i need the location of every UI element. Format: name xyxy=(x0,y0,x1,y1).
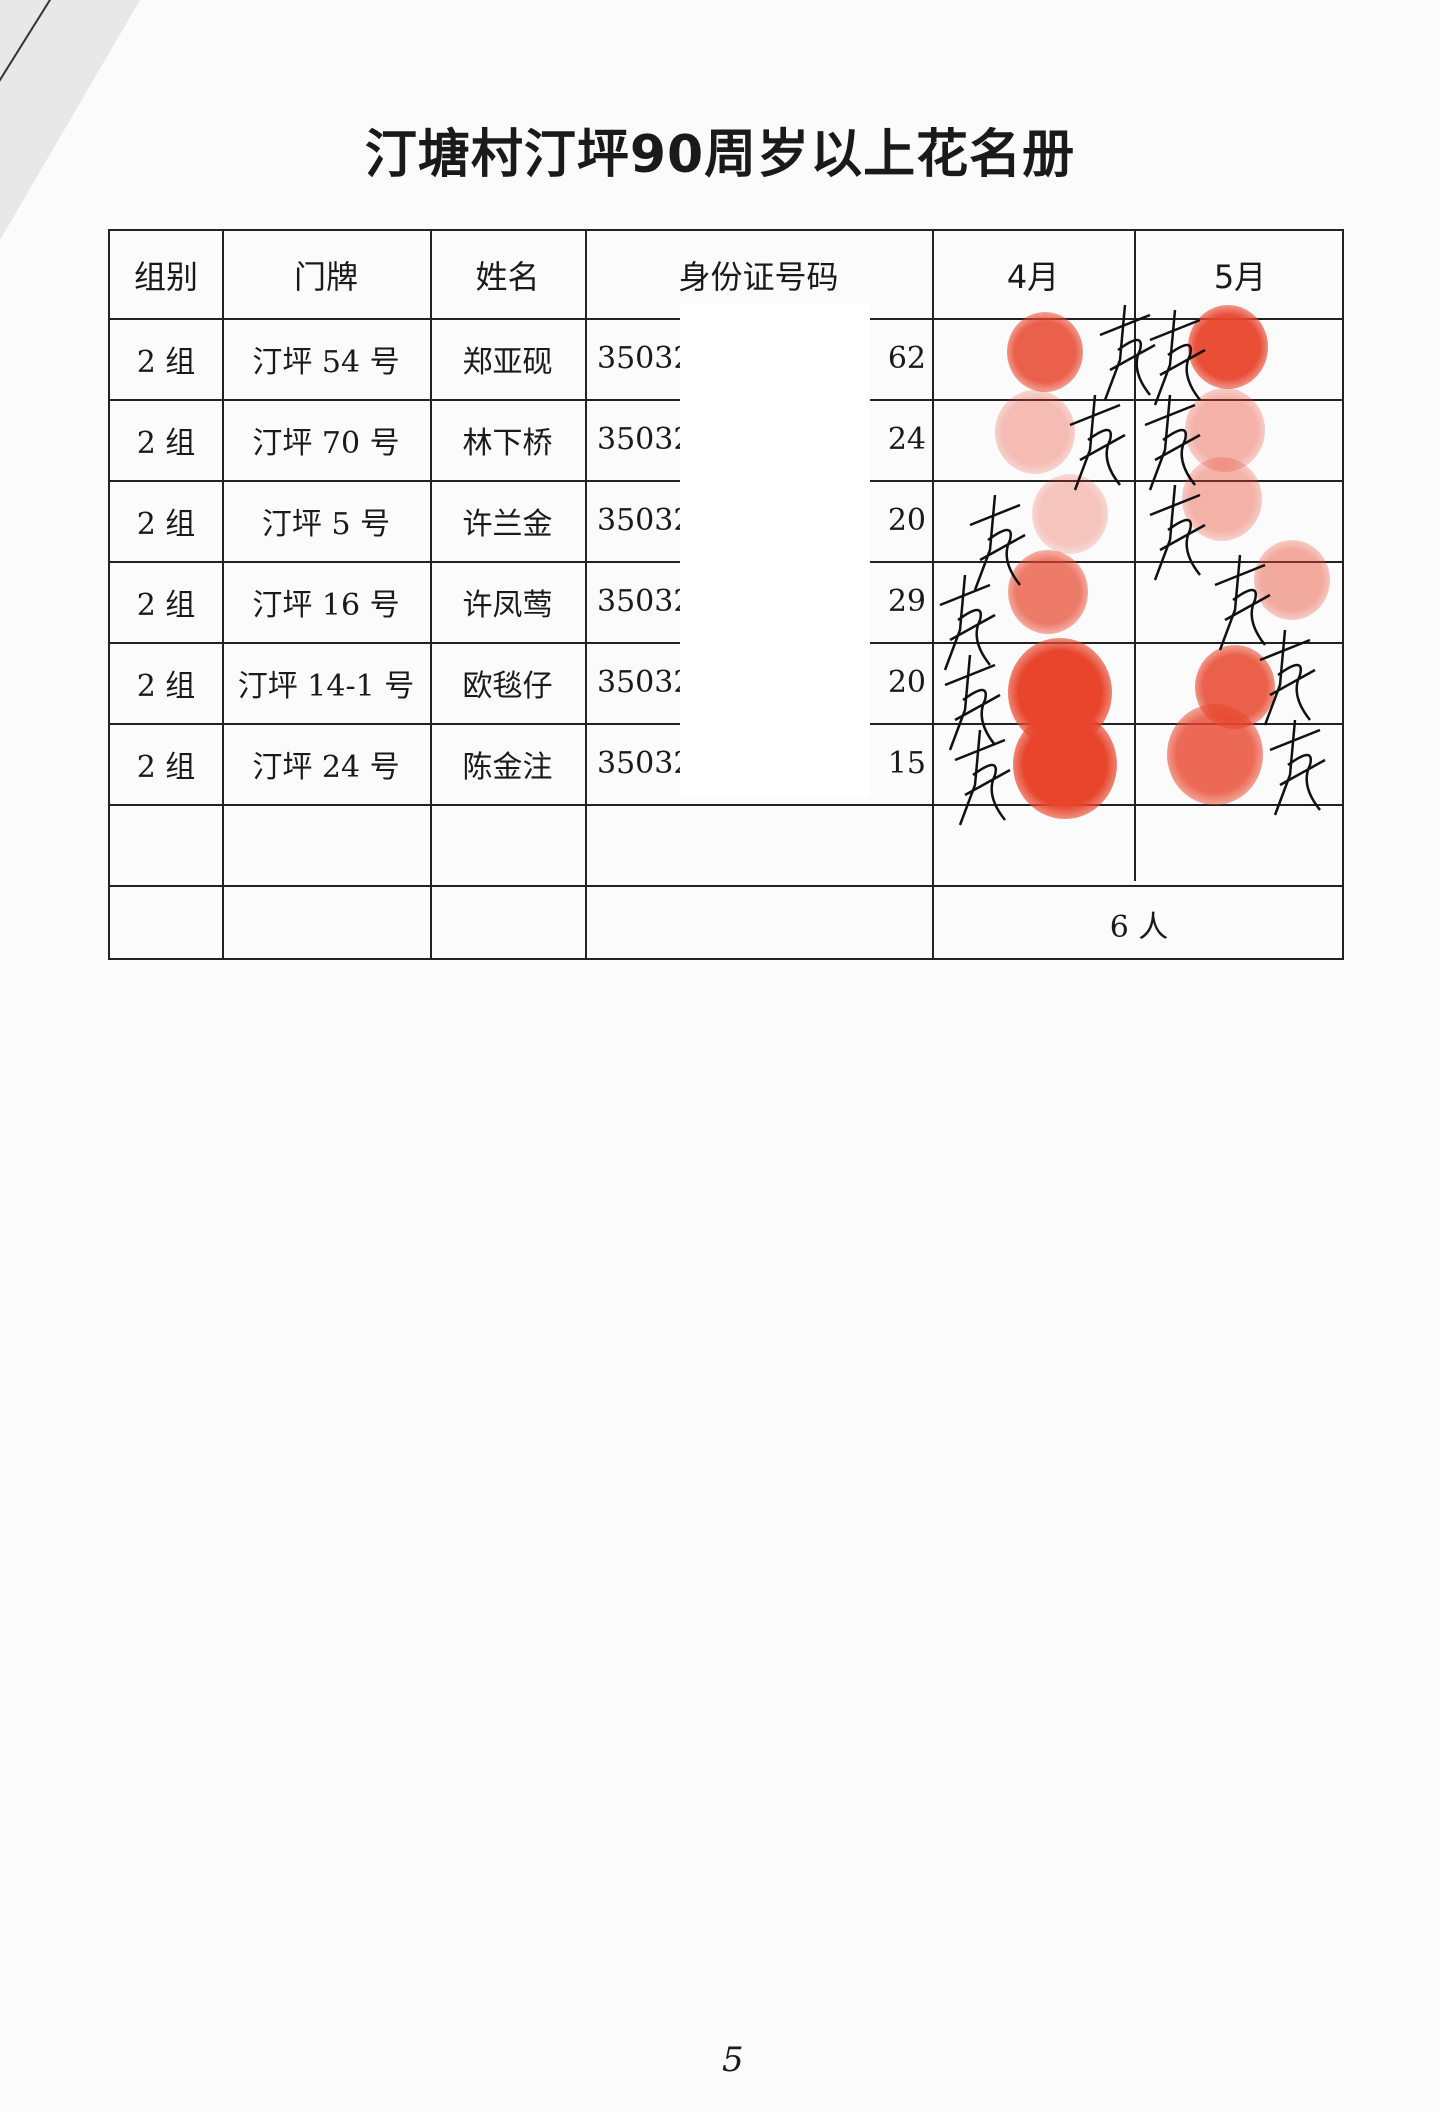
signature-mark xyxy=(1214,554,1271,651)
column-header: 4月 xyxy=(1006,257,1060,296)
cell-id-end: 20 xyxy=(887,665,926,700)
cell-group: 2 组 xyxy=(136,587,196,623)
fingerprint xyxy=(1182,457,1262,541)
signature-mark xyxy=(1269,719,1326,816)
signature-mark xyxy=(1149,484,1206,581)
redacted-id-area xyxy=(680,303,870,797)
column-header: 门牌 xyxy=(293,257,358,296)
column-header: 组别 xyxy=(133,257,198,296)
column-header: 姓名 xyxy=(475,257,540,296)
signature-mark xyxy=(939,574,996,671)
page-number: 5 xyxy=(722,2040,744,2080)
cell-id-start: 35032 xyxy=(597,746,693,781)
cell-address: 汀坪 14-1 号 xyxy=(237,668,415,704)
column-divider xyxy=(430,231,432,958)
cell-id-end: 24 xyxy=(887,422,926,457)
column-header: 身份证号码 xyxy=(678,257,839,296)
cell-group: 2 组 xyxy=(136,344,196,380)
cell-address: 汀坪 24 号 xyxy=(252,749,400,785)
cell-group: 2 组 xyxy=(136,506,196,542)
fingerprint xyxy=(1188,305,1268,389)
row-divider xyxy=(110,885,1342,887)
fingerprint xyxy=(1008,550,1088,634)
total-count: 6 人 xyxy=(1109,909,1169,945)
column-header: 5月 xyxy=(1213,257,1267,296)
fingerprint xyxy=(1254,540,1330,620)
cell-id-start: 35032 xyxy=(597,341,693,376)
signature-mark xyxy=(1144,394,1201,491)
column-divider xyxy=(585,231,587,958)
fingerprint xyxy=(995,390,1075,474)
roster-table: 组别 门牌 姓名 身份证号码 4月 5月 2 组汀坪 54 号郑亚砚 35032 62 2 组汀坪… xyxy=(108,229,1344,960)
signature-mark xyxy=(944,654,1001,751)
cell-group: 2 组 xyxy=(136,668,196,704)
cell-id-start: 35032 xyxy=(597,422,693,457)
cell-address: 汀坪 54 号 xyxy=(252,344,400,380)
cell-id-end: 29 xyxy=(887,584,926,619)
cell-name: 许凤莺 xyxy=(462,587,553,623)
cell-id-end: 15 xyxy=(887,746,926,781)
cell-id-start: 35032 xyxy=(597,503,693,538)
fingerprint xyxy=(1032,474,1108,554)
signature-mark xyxy=(954,729,1011,826)
cell-name: 陈金注 xyxy=(462,749,553,785)
cell-name: 林下桥 xyxy=(462,425,553,461)
signature-mark xyxy=(1259,629,1316,726)
cell-group: 2 组 xyxy=(136,749,196,785)
signature-mark xyxy=(1069,394,1126,491)
cell-id-end: 20 xyxy=(887,503,926,538)
cell-id-end: 62 xyxy=(887,341,926,376)
cell-name: 欧毯仔 xyxy=(462,668,553,704)
fingerprint xyxy=(1013,710,1117,820)
column-divider xyxy=(1134,231,1136,881)
fingerprint xyxy=(1185,388,1265,472)
signature-mark xyxy=(1099,304,1156,401)
document-title: 汀塘村汀坪90周岁以上花名册 xyxy=(364,125,1076,185)
cell-address: 汀坪 70 号 xyxy=(252,425,400,461)
cell-name: 许兰金 xyxy=(462,506,553,542)
column-divider xyxy=(222,231,224,958)
cell-address: 汀坪 16 号 xyxy=(252,587,400,623)
cell-address: 汀坪 5 号 xyxy=(261,506,391,542)
fingerprint xyxy=(1167,704,1263,805)
signature-mark xyxy=(969,494,1026,591)
cell-id-start: 35032 xyxy=(597,584,693,619)
signature-mark xyxy=(1149,309,1206,406)
cell-name: 郑亚砚 xyxy=(462,344,553,380)
column-divider xyxy=(932,231,934,958)
fingerprint xyxy=(1007,312,1083,392)
row-divider xyxy=(110,804,1342,806)
cell-id-start: 35032 xyxy=(597,665,693,700)
cell-group: 2 组 xyxy=(136,425,196,461)
